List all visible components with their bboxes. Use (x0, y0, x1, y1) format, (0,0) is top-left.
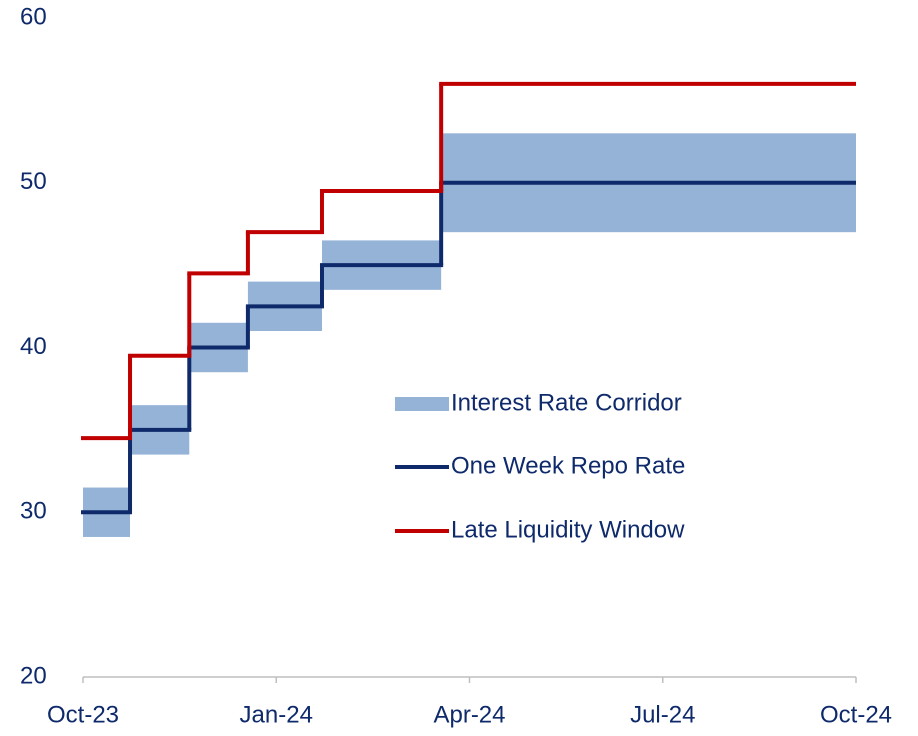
legend-label: Interest Rate Corridor (451, 389, 682, 416)
y-tick-label: 50 (20, 168, 47, 195)
y-tick-label: 40 (20, 333, 47, 360)
x-tick-label: Oct-24 (820, 701, 892, 728)
legend-label: One Week Repo Rate (451, 452, 685, 479)
y-tick-label: 30 (20, 498, 47, 525)
legend-swatch (395, 397, 449, 411)
x-tick-label: Jan-24 (240, 701, 313, 728)
y-tick-label: 20 (20, 662, 47, 689)
x-tick-label: Jul-24 (630, 701, 695, 728)
y-tick-label: 60 (20, 3, 47, 30)
x-tick-label: Oct-23 (47, 701, 119, 728)
legend-label: Late Liquidity Window (451, 516, 685, 543)
x-tick-label: Apr-24 (433, 701, 505, 728)
